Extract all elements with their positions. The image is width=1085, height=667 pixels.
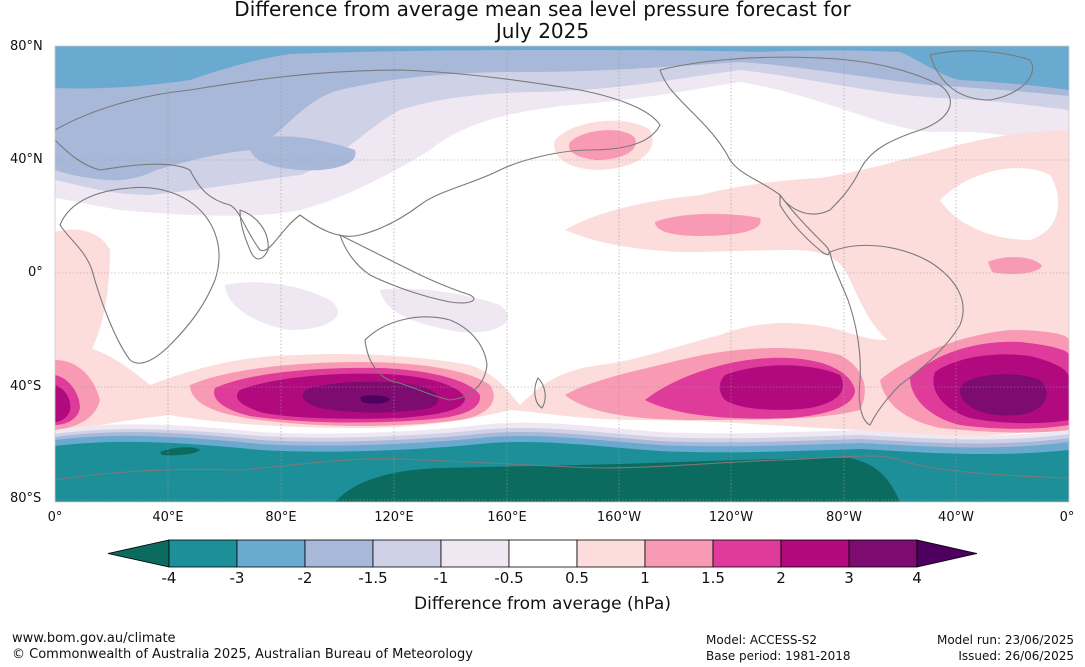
colorbar-segment: [168, 539, 238, 568]
lon-label-80e: 80°E: [265, 510, 297, 525]
band-subtropical-plus-0-5: [565, 130, 1069, 356]
band-south-minus-4: [160, 447, 900, 502]
band-south-plus-2: [55, 354, 1069, 424]
lon-label-40w: 40°W: [938, 510, 974, 525]
colorbar-tick-label: 1.5: [701, 569, 725, 587]
colorbar-segment: [848, 539, 918, 568]
lat-label-80n: 80°N: [10, 39, 43, 54]
lon-label-80w: 80°W: [826, 510, 862, 525]
colorbar-tick-label: 0.5: [565, 569, 589, 587]
footer-url: www.bom.gov.au/climate: [12, 631, 176, 646]
colorbar-tick-label: -1: [434, 569, 449, 587]
lat-label-40s: 40°S: [10, 379, 42, 394]
lon-label-160e: 160°E: [487, 510, 527, 525]
colorbar-tick-label: -2: [298, 569, 313, 587]
patch-west-africa-plus-0-5: [55, 229, 110, 368]
colorbar-arrow-low: [107, 539, 170, 568]
colorbar-title: Difference from average (hPa): [414, 594, 671, 614]
patch-subtropical-plus-1: [655, 213, 761, 236]
colorbar-tick-label: -4: [162, 569, 177, 587]
patch-atlantic-plus-1: [988, 257, 1042, 274]
map-frame: [54, 45, 1070, 503]
lon-label-40e: 40°E: [152, 510, 184, 525]
patch-north-minus-1-5-europe: [81, 144, 170, 181]
southeast-asia-outline: [339, 233, 475, 304]
patch-north-minus-1-5-asia: [249, 136, 356, 171]
central-america-outline: [779, 193, 830, 255]
footer-base-period: Base period: 1981-2018: [706, 649, 851, 663]
patch-southern-ocean-minus-0-5: [225, 282, 338, 330]
north-america-outline: [659, 56, 951, 215]
lon-label-120w: 120°W: [708, 510, 754, 525]
colorbar-tick-label: 4: [912, 569, 922, 587]
lat-label-80s: 80°S: [10, 491, 42, 506]
lon-label-0-right: 0°: [1059, 510, 1075, 525]
colorbar-tick-label: 2: [776, 569, 786, 587]
patch-pacific-minus-0-5: [380, 288, 508, 333]
lon-label-0-left: 0°: [47, 510, 63, 525]
colorbar-tick-label: 3: [844, 569, 854, 587]
title-line-2: July 2025: [495, 19, 590, 43]
colorbar-segment: [712, 539, 782, 568]
eurasia-outline: [55, 69, 661, 252]
coastlines: [55, 50, 1069, 481]
south-america-outline: [829, 244, 964, 426]
colorbar-segment: [304, 539, 374, 568]
patch-atlantic-white: [940, 168, 1059, 240]
footer-model-run: Model run: 23/06/2025: [936, 633, 1074, 647]
new-zealand-outline: [534, 377, 546, 409]
colorbar-segment: [440, 539, 510, 568]
band-south-plus-3: [302, 374, 1047, 416]
patch-south-plus-4: [360, 395, 390, 404]
colorbar-segment: [372, 539, 442, 568]
lat-label-40n: 40°N: [10, 152, 43, 167]
footer-issued: Issued: 26/06/2025: [958, 649, 1074, 663]
band-north-minus-1-5: [55, 46, 1069, 180]
colorbar-arrow-high: [916, 539, 978, 568]
colorbar-tick-label: -0.5: [494, 569, 523, 587]
australia-outline: [364, 316, 488, 401]
lon-label-120e: 120°E: [374, 510, 414, 525]
africa-outline: [59, 186, 220, 364]
colorbar-tick-label: -3: [230, 569, 245, 587]
greenland-outline: [929, 50, 1033, 101]
colorbar-segment: [644, 539, 714, 568]
colorbar-segment: [508, 539, 578, 568]
colorbar-tick-label: -1.5: [358, 569, 387, 587]
map-title: Difference from average mean sea level p…: [0, 0, 1085, 42]
title-line-1: Difference from average mean sea level p…: [234, 0, 851, 21]
lon-label-160w: 160°W: [596, 510, 642, 525]
colorbar-segment: [576, 539, 646, 568]
lat-label-equator: 0°: [28, 265, 43, 280]
footer-model: Model: ACCESS-S2: [706, 633, 818, 647]
colorbar-segment: [236, 539, 306, 568]
footer-copyright: © Commonwealth of Australia 2025, Austra…: [12, 647, 473, 662]
colorbar-segment: [780, 539, 850, 568]
colorbar-tick-label: 1: [640, 569, 650, 587]
india-outline: [239, 209, 269, 260]
colorbar: -4 -3 -2 -1.5 -1 -0.5 0.5 1 1.5 2 3 4: [107, 539, 978, 587]
graticule: [55, 46, 1069, 502]
antarctica-outline: [55, 455, 1069, 481]
